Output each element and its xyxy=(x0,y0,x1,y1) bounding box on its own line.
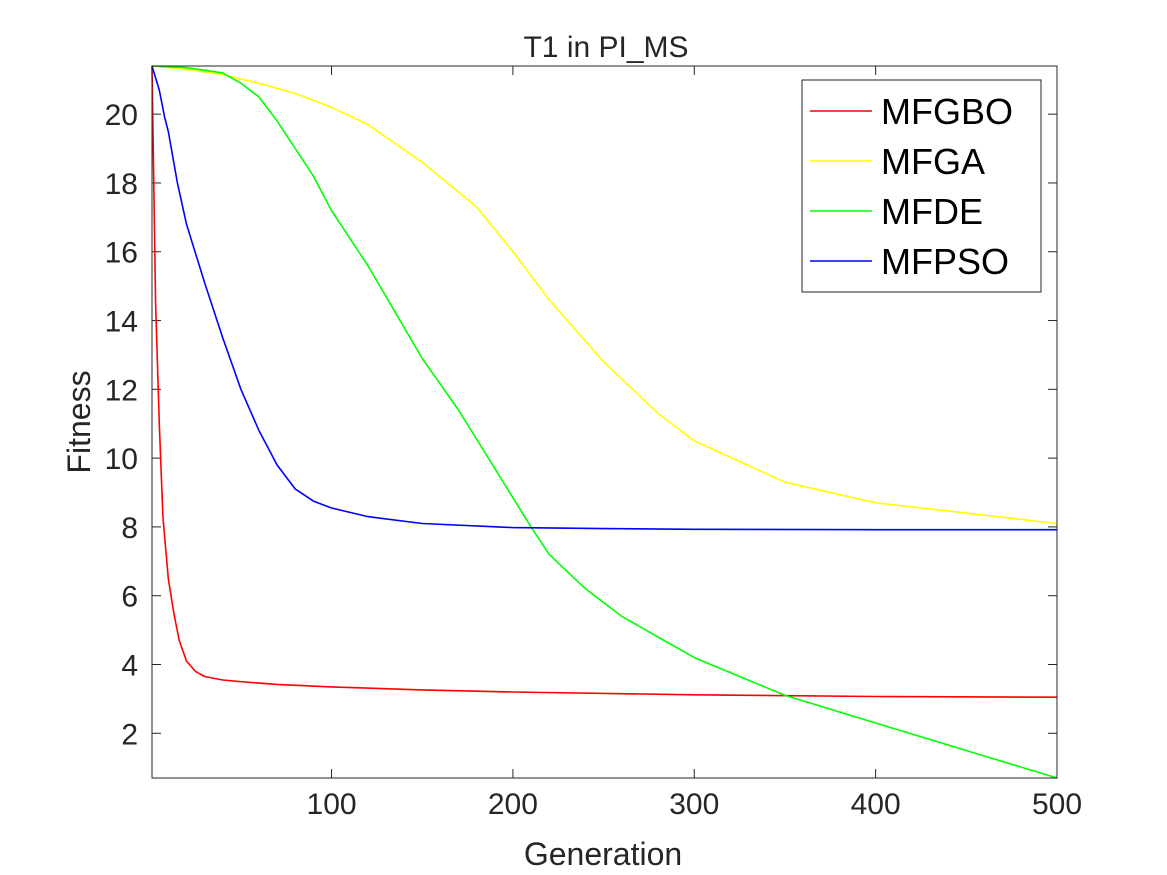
legend-label-mfga: MFGA xyxy=(881,141,985,182)
x-tick-label-2: 300 xyxy=(669,788,719,821)
x-tick-label-3: 400 xyxy=(851,788,901,821)
y-tick-label-3: 8 xyxy=(121,512,138,545)
legend-box xyxy=(801,79,1042,293)
axes-box xyxy=(151,65,1058,779)
x-tick-label-0: 100 xyxy=(307,788,357,821)
y-tick-label-4: 10 xyxy=(105,443,138,476)
chart-title: T1 in PI_MS xyxy=(523,31,688,64)
y-tick-label-1: 4 xyxy=(121,649,138,682)
y-tick-label-9: 20 xyxy=(105,99,138,132)
y-tick-label-0: 2 xyxy=(121,718,138,751)
series-line-mfga xyxy=(151,65,1058,525)
y-tick-label-5: 12 xyxy=(105,374,138,407)
y-tick-label-8: 18 xyxy=(105,168,138,201)
legend-label-mfpso: MFPSO xyxy=(881,241,1009,282)
x-tick-label-1: 200 xyxy=(488,788,538,821)
x-axis-label: Generation xyxy=(524,836,682,872)
legend-label-mfde: MFDE xyxy=(881,191,983,232)
y-tick-label-6: 14 xyxy=(105,306,138,339)
legend: MFGBO MFGA MFDE MFPSO xyxy=(801,79,1042,293)
legend-label-mfgbo: MFGBO xyxy=(881,91,1013,132)
x-tick-label-4: 500 xyxy=(1032,788,1082,821)
series-line-mfpso xyxy=(151,65,1057,531)
y-axis-label: Fitness xyxy=(61,370,97,473)
y-tick-label-7: 16 xyxy=(105,237,138,270)
y-tick-label-2: 6 xyxy=(121,581,138,614)
series-line-mfde xyxy=(151,65,1058,779)
series-line-mfgbo xyxy=(151,65,1058,699)
